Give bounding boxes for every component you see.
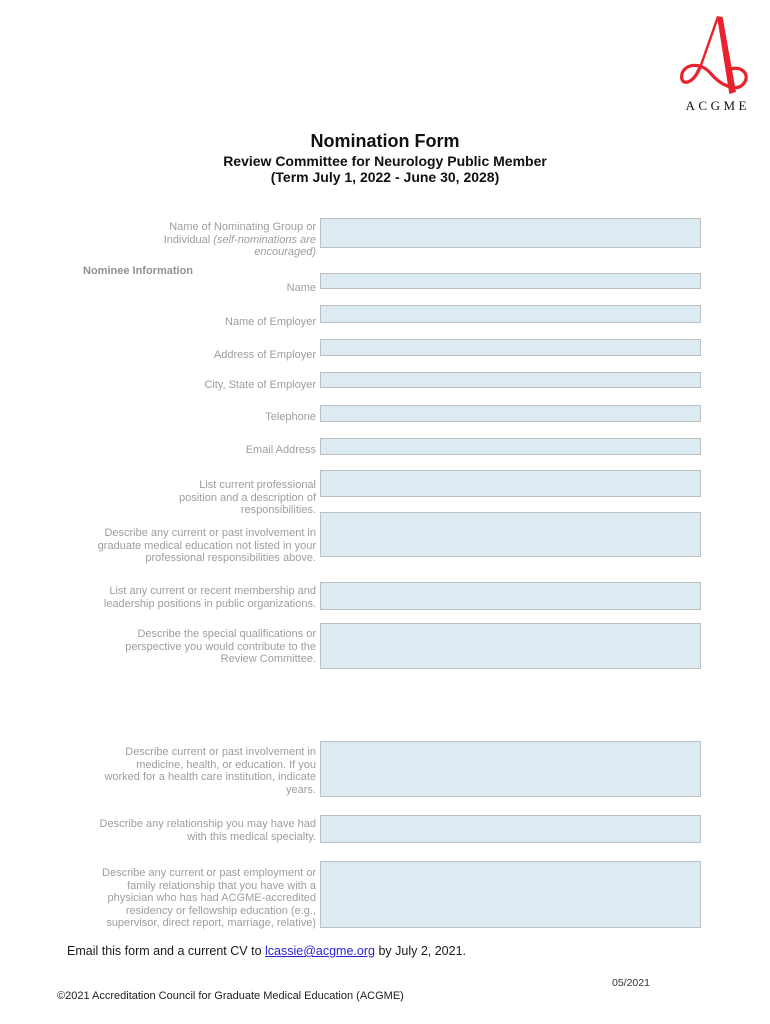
employer-address-label: Address of Employer [213, 349, 316, 361]
memberships-label: List any current or recent membership an… [103, 585, 316, 610]
employer-name-label: Name of Employer [224, 316, 316, 328]
physician-relationship-label: Describe any current or past employment … [102, 867, 316, 930]
email-address-input[interactable] [320, 438, 701, 455]
telephone-input[interactable] [320, 405, 701, 422]
gme-involvement-label: Describe any current or past involvement… [97, 527, 316, 565]
form-term: (Term July 1, 2022 - June 30, 2028) [270, 169, 500, 185]
acgme-logo: ACGME [672, 14, 760, 114]
nominating-group-input[interactable] [320, 218, 701, 248]
email-instruction-prefix: Email this form and a current CV to [67, 944, 265, 958]
acgme-wordmark: ACGME [685, 98, 750, 113]
copyright: ©2021 Accreditation Council for Graduate… [57, 990, 404, 1002]
acgme-a-icon [680, 16, 748, 94]
employer-city-state-label: City, State of Employer [204, 379, 316, 391]
professional-position-input[interactable] [320, 470, 701, 497]
physician-relationship-input[interactable] [320, 861, 701, 928]
memberships-input[interactable] [320, 582, 701, 610]
email-instruction-suffix: by July 2, 2021. [374, 944, 466, 958]
name-label: Name [286, 282, 316, 294]
nominating-group-label: Name of Nominating Group or Individual (… [164, 221, 316, 259]
email-instruction: Email this form and a current CV to lcas… [67, 944, 466, 958]
nominee-information-heading: Nominee Information [83, 265, 194, 277]
email-link[interactable]: lcassie@acgme.org [265, 944, 375, 958]
email-address-label: Email Address [245, 444, 316, 456]
name-input[interactable] [320, 273, 701, 289]
form-title: Nomination Form [310, 131, 460, 151]
telephone-label: Telephone [265, 411, 316, 423]
qualifications-label: Describe the special qualifications or p… [125, 628, 316, 666]
employer-address-input[interactable] [320, 339, 701, 356]
specialty-relationship-label: Describe any relationship you may have h… [99, 818, 316, 843]
employer-city-state-input[interactable] [320, 372, 701, 388]
date-code: 05/2021 [612, 977, 650, 989]
nominating-group-label-italic: (self-nominations are encouraged) [213, 233, 316, 259]
form-subtitle: Review Committee for Neurology Public Me… [223, 153, 547, 169]
qualifications-input[interactable] [320, 623, 701, 669]
specialty-relationship-input[interactable] [320, 815, 701, 843]
professional-position-label: List current professional position and a… [179, 479, 316, 517]
medicine-involvement-input[interactable] [320, 741, 701, 797]
medicine-involvement-label: Describe current or past involvement in … [104, 746, 316, 796]
employer-name-input[interactable] [320, 305, 701, 323]
gme-involvement-input[interactable] [320, 512, 701, 557]
nominating-group-label-main: Name of Nominating Group or Individual [163, 221, 316, 246]
